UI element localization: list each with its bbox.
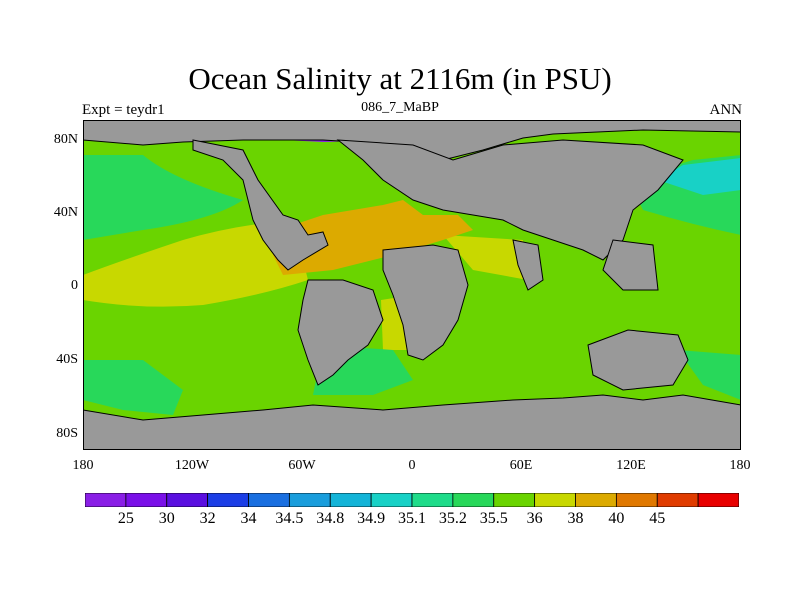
colorbar-swatch [697,493,739,507]
colorbar-swatch [575,493,617,507]
colorbar-label: 34.8 [316,510,345,527]
colorbar-swatch [370,493,413,507]
colorbar-swatch [534,493,576,507]
lat-label-0: 0 [71,278,78,293]
lat-label-80n: 80N [53,132,78,147]
salinity-map [83,120,741,450]
colorbar-label: 35.5 [479,510,508,527]
colorbar-swatch [166,493,209,507]
experiment-label: Expt = teydr1 [82,102,165,118]
land-india [512,239,544,291]
colorbar-label: 34 [240,510,257,527]
colorbar [85,493,739,507]
season-label: ANN [709,102,743,118]
colorbar-label: 34.5 [275,510,304,527]
land-australia [587,329,689,391]
land-north-america [192,139,329,271]
lon-label-60w: 60W [288,458,316,473]
lon-label-0: 0 [408,458,416,473]
ocean-indian-high [443,235,528,280]
colorbar-label: 35.1 [398,510,426,527]
map-frame [83,120,741,450]
colorbar-swatch [493,493,536,507]
colorbar-label: 40 [608,510,625,527]
colorbar-swatch [452,493,495,507]
ocean-ne-cyan [658,158,741,195]
ocean-se-low [678,350,741,400]
lat-label-80s: 80S [56,426,78,441]
subtitle: 086_7_MaBP [361,100,439,115]
colorbar-swatch [85,493,127,507]
land-seasia [602,239,659,291]
colorbar-label: 30 [158,510,175,527]
colorbar-swatch [656,493,699,507]
colorbar-swatch [248,493,290,507]
colorbar-label: 32 [199,510,216,527]
lat-label-40s: 40S [56,352,78,367]
colorbar-label: 45 [649,510,666,527]
colorbar-label: 38 [567,510,584,527]
colorbar-swatch [207,493,249,507]
ocean-south-low [83,360,183,415]
land-africa [382,244,469,361]
land-eurasia [336,139,684,261]
colorbar-swatch [288,493,331,507]
map-title: Ocean Salinity at 2116m (in PSU) [188,61,612,96]
lon-label-120e: 120E [616,458,646,473]
lon-label-120w: 120W [174,458,210,473]
lat-label-40n: 40N [53,205,78,220]
lon-label-180e: 180 [729,458,751,473]
ocean-pacific-high [83,220,308,307]
land-south-america [297,279,384,386]
colorbar-swatch [125,493,168,507]
colorbar-label: 36 [526,510,543,527]
lon-label-180w: 180 [72,458,94,473]
ocean-npacific-low [83,155,243,240]
colorbar-swatch [411,493,454,507]
colorbar-swatch [615,493,658,507]
colorbar-label: 35.2 [438,510,467,527]
ocean-tethys-max [273,200,473,275]
colorbar-label: 34.9 [357,510,386,527]
land-antarctica [83,394,741,450]
colorbar-swatch [329,493,372,507]
colorbar-label: 25 [117,510,134,527]
lon-label-60e: 60E [509,458,533,473]
